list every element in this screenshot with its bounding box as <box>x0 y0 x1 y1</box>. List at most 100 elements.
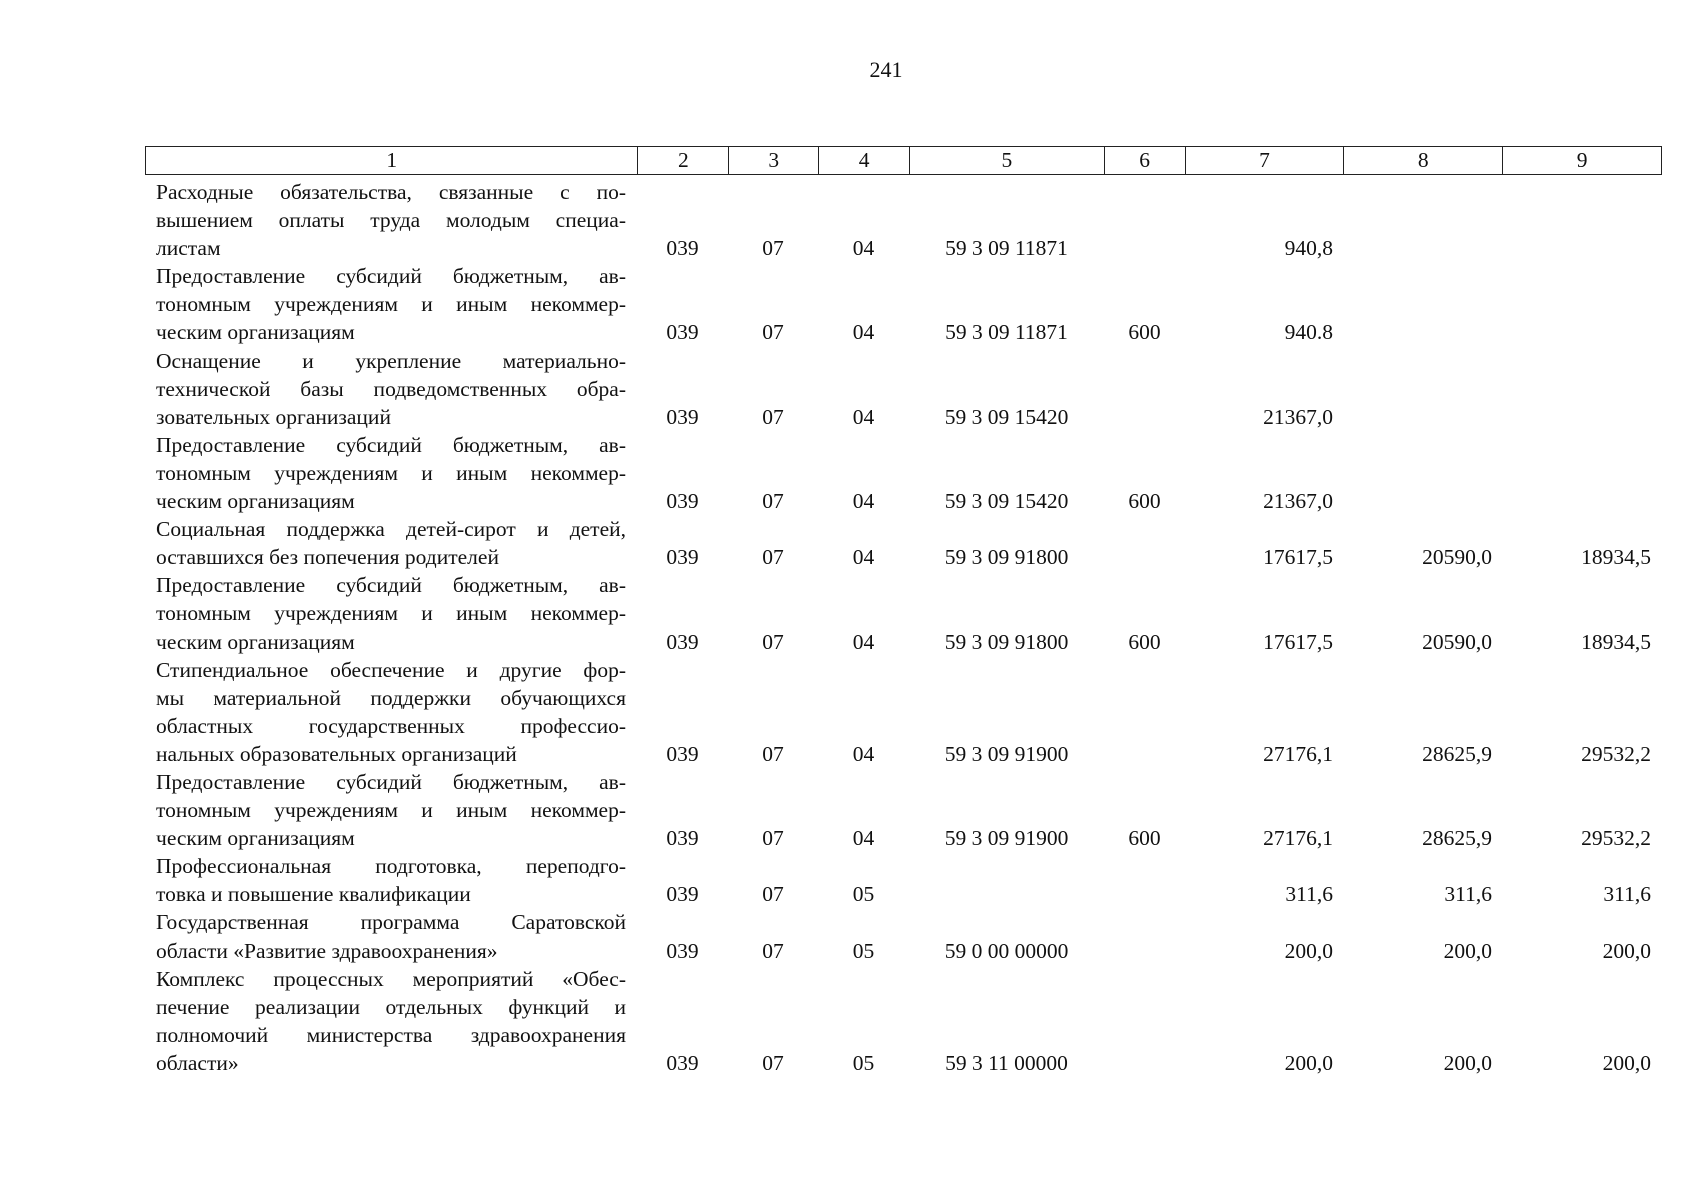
cell-col-6: 600 <box>1128 629 1161 654</box>
table-row: Государственная программа Саратовской обл… <box>145 908 1662 964</box>
cell-col-2: 039 <box>666 320 699 345</box>
description-line: листам <box>156 236 221 261</box>
column-header: 8 <box>1343 147 1502 174</box>
cell-col-6 <box>1104 880 1185 908</box>
cell-col-5: 59 3 09 15420 <box>944 489 1069 514</box>
cell-col-6 <box>1104 543 1185 571</box>
cell-col-7: 311,6 <box>1285 882 1333 907</box>
row-description: Государственная программа Саратовской обл… <box>145 908 637 964</box>
description-line: мы материальной поддержки обучающихся <box>156 685 626 710</box>
page-number: 241 <box>869 57 903 82</box>
description-line: товка и повышение квалификации <box>156 882 471 907</box>
column-header: 9 <box>1502 147 1661 174</box>
cell-col-9 <box>1503 318 1662 346</box>
cell-col-7: 21367,0 <box>1263 489 1333 514</box>
cell-col-4: 04 <box>852 629 875 654</box>
cell-col-3: 07 <box>762 320 784 345</box>
cell-col-6: 600 <box>1128 320 1161 345</box>
cell-col-7: 940.8 <box>1284 320 1333 345</box>
column-header: 5 <box>909 147 1104 174</box>
table-row: Предоставление субсидий бюджетным, ав-то… <box>145 768 1662 852</box>
cell-col-7: 200,0 <box>1284 1050 1333 1075</box>
description-line: Социальная поддержка детей-сирот и детей… <box>156 517 626 542</box>
cell-col-3: 07 <box>762 826 784 851</box>
column-header: 1 <box>386 148 398 172</box>
cell-col-2: 039 <box>666 489 699 514</box>
cell-col-5: 59 3 09 91800 <box>944 545 1069 570</box>
cell-col-4: 05 <box>852 1050 875 1075</box>
cell-col-9: 18934,5 <box>1581 629 1651 654</box>
description-line: технической базы подведомственных обра- <box>156 376 626 401</box>
description-line: ческим организациям <box>156 320 355 345</box>
cell-col-8 <box>1344 403 1503 431</box>
description-line: Предоставление субсидий бюджетным, ав- <box>156 264 626 289</box>
row-description: Предоставление субсидий бюджетным, ав-то… <box>145 431 637 515</box>
row-description: Расходные обязательства, связанные с по-… <box>145 178 637 262</box>
table-row: Профессиональная подготовка, переподго-т… <box>145 852 1662 908</box>
column-header: 4 <box>818 147 909 174</box>
description-line: Оснащение и укрепление материально- <box>156 348 626 373</box>
cell-col-6 <box>1104 740 1185 768</box>
cell-col-6 <box>1104 403 1185 431</box>
description-line: Предоставление субсидий бюджетным, ав- <box>156 573 626 598</box>
row-description: Социальная поддержка детей-сирот и детей… <box>145 515 637 571</box>
cell-col-7: 21367,0 <box>1263 404 1333 429</box>
cell-col-9 <box>1503 487 1662 515</box>
cell-col-8 <box>1344 487 1503 515</box>
cell-col-3: 07 <box>762 882 784 907</box>
column-header: 2 <box>637 147 728 174</box>
cell-col-9: 29532,2 <box>1581 826 1651 851</box>
row-description: Предоставление субсидий бюджетным, ав-то… <box>145 571 637 655</box>
description-line: областных государственных профессио- <box>156 713 626 738</box>
cell-col-6: 600 <box>1128 489 1161 514</box>
cell-col-6 <box>1104 937 1185 965</box>
cell-col-3: 07 <box>762 236 784 261</box>
cell-col-5: 59 3 09 91900 <box>944 741 1069 766</box>
cell-col-9: 29532,2 <box>1581 741 1651 766</box>
cell-col-3: 07 <box>762 938 784 963</box>
column-header: 3 <box>728 147 818 174</box>
cell-col-3: 07 <box>762 489 784 514</box>
table-row: Стипендиальное обеспечение и другие фор-… <box>145 656 1662 768</box>
cell-col-9: 311,6 <box>1603 882 1651 907</box>
table-body: Расходные обязательства, связанные с по-… <box>145 178 1662 1077</box>
budget-table: 1 2 3 4 5 6 7 8 9 Расходные обязательств… <box>145 146 1662 1077</box>
description-line: зовательных организаций <box>156 404 391 429</box>
table-row: Комплекс процессных мероприятий «Обес-пе… <box>145 965 1662 1077</box>
description-line: оставшихся без попечения родителей <box>156 545 499 570</box>
column-header: 6 <box>1103 147 1185 174</box>
cell-col-7: 17617,5 <box>1263 545 1333 570</box>
cell-col-3: 07 <box>762 741 784 766</box>
cell-col-5 <box>909 880 1104 908</box>
description-line: нальных образовательных организаций <box>156 741 517 766</box>
description-line: ческим организациям <box>156 826 355 851</box>
cell-col-9: 200,0 <box>1602 938 1651 963</box>
description-line: области «Развитие здравоохранения» <box>156 938 498 963</box>
description-line: области» <box>156 1050 239 1075</box>
description-line: полномочий министерства здравоохранения <box>156 1022 626 1047</box>
row-description: Стипендиальное обеспечение и другие фор-… <box>145 656 637 768</box>
cell-col-8: 200,0 <box>1443 1050 1492 1075</box>
cell-col-8: 20590,0 <box>1422 629 1492 654</box>
cell-col-9 <box>1503 403 1662 431</box>
cell-col-5: 59 3 11 00000 <box>945 1050 1068 1075</box>
description-line: Предоставление субсидий бюджетным, ав- <box>156 769 626 794</box>
description-line: ческим организациям <box>156 629 355 654</box>
cell-col-2: 039 <box>666 826 699 851</box>
cell-col-4: 04 <box>852 741 875 766</box>
cell-col-5: 59 3 09 15420 <box>944 404 1069 429</box>
cell-col-4: 04 <box>852 826 875 851</box>
row-description: Профессиональная подготовка, переподго-т… <box>145 852 637 908</box>
cell-col-8: 20590,0 <box>1422 545 1492 570</box>
cell-col-9: 18934,5 <box>1581 545 1651 570</box>
description-line: тономным учреждениям и иным некоммер- <box>156 292 626 317</box>
cell-col-7: 940,8 <box>1284 236 1333 261</box>
cell-col-5: 59 3 09 11871 <box>945 236 1068 261</box>
cell-col-8 <box>1344 234 1503 262</box>
description-line: Предоставление субсидий бюджетным, ав- <box>156 432 626 457</box>
cell-col-7: 17617,5 <box>1263 629 1333 654</box>
cell-col-4: 04 <box>852 236 875 261</box>
cell-col-2: 039 <box>666 741 699 766</box>
row-description: Предоставление субсидий бюджетным, ав-то… <box>145 768 637 852</box>
table-row: Оснащение и укрепление материально-техни… <box>145 347 1662 431</box>
